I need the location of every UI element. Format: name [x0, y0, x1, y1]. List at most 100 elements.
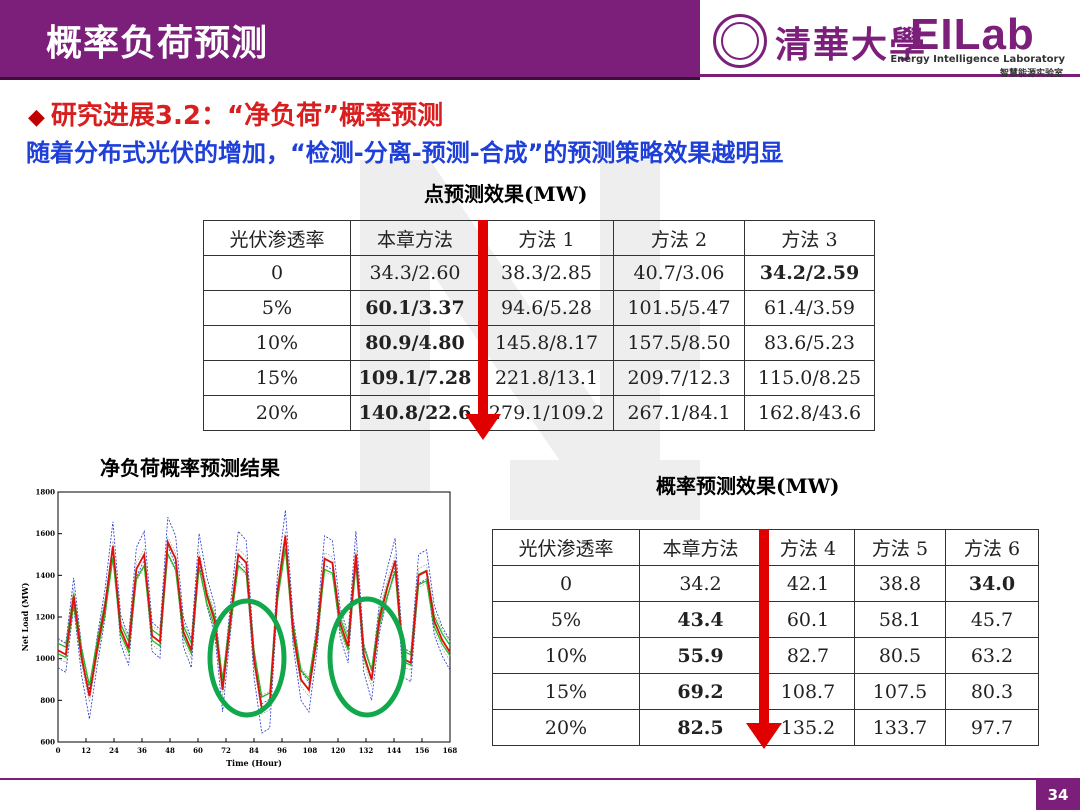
subheading: 随着分布式光伏的增加，“检测-分离-预测-合成”的预测策略效果越明显 [26, 139, 784, 167]
table-cell: 94.6/5.28 [479, 290, 614, 326]
table-row: 0 34.3/2.60 38.3/2.85 40.7/3.06 34.2/2.5… [203, 255, 875, 291]
actual-net-load-line [57, 535, 451, 711]
lab-english-name: Energy Intelligence Laboratory [890, 54, 1065, 65]
y-tick-label: 800 [40, 696, 55, 705]
table-cell: 140.8/22.6 [350, 395, 480, 431]
x-tick-label: 24 [109, 746, 119, 755]
table-cell: 133.7 [854, 709, 946, 746]
table-cell: 60.1/3.37 [350, 290, 480, 326]
table-row: 15% 69.2 108.7 107.5 80.3 [492, 673, 1039, 710]
probabilistic-forecast-table: 光伏渗透率 本章方法 方法 4 方法 5 方法 6 0 34.2 42.1 38… [492, 529, 1039, 746]
header-cell: 光伏渗透率 [492, 529, 640, 566]
table-cell: 80.9/4.80 [350, 325, 480, 361]
point-forecast-caption: 点预测效果(MW) [424, 182, 588, 206]
x-tick-label: 0 [56, 746, 61, 755]
x-tick-label: 72 [221, 746, 231, 755]
page-title: 概率负荷预测 [46, 23, 269, 64]
x-tick-label: 96 [277, 746, 287, 755]
lab-chinese-name: 智慧能源实验室 [999, 69, 1063, 79]
header-cell: 光伏渗透率 [203, 220, 351, 256]
table-cell: 162.8/43.6 [744, 395, 875, 431]
x-tick-label: 48 [165, 746, 175, 755]
table-row: 20% 82.5 135.2 133.7 97.7 [492, 709, 1039, 746]
table-cell: 0 [203, 255, 351, 291]
table-cell: 15% [492, 673, 640, 710]
x-tick-label: 108 [303, 746, 318, 755]
table-cell: 45.7 [945, 601, 1039, 638]
table-cell: 10% [492, 637, 640, 674]
table-cell: 82.7 [761, 637, 855, 674]
table-cell: 5% [203, 290, 351, 326]
table-row: 0 34.2 42.1 38.8 34.0 [492, 565, 1039, 602]
header-cell: 方法 4 [761, 529, 855, 566]
header-cell: 方法 6 [945, 529, 1039, 566]
net-load-chart: 0 12 24 36 48 60 72 84 96 108 120 132 144 156 168 600 80… [20, 488, 458, 769]
x-tick-label: 36 [137, 746, 147, 755]
table-cell: 34.0 [945, 565, 1039, 602]
table-cell: 83.6/5.23 [744, 325, 875, 361]
y-tick-label: 1400 [36, 571, 56, 580]
table-cell: 10% [203, 325, 351, 361]
x-tick-label: 168 [443, 746, 458, 755]
down-arrow-icon [465, 220, 501, 440]
x-tick-label: 120 [331, 746, 346, 755]
page-number: 34 [1036, 780, 1080, 810]
highlight-circle [207, 598, 287, 718]
table-cell: 80.5 [854, 637, 946, 674]
y-tick-label: 600 [40, 738, 55, 747]
section-heading-text: 研究进展3.2：“净负荷”概率预测 [50, 101, 444, 131]
point-forecast-table: 光伏渗透率 本章方法 方法 1 方法 2 方法 3 0 34.3/2.60 38… [203, 220, 875, 431]
table-row: 10% 55.9 82.7 80.5 63.2 [492, 637, 1039, 674]
table-cell: 40.7/3.06 [613, 255, 745, 291]
chart-caption: 净负荷概率预测结果 [100, 456, 280, 480]
table-cell: 34.3/2.60 [350, 255, 480, 291]
x-tick-label: 144 [387, 746, 402, 755]
x-tick-label: 132 [359, 746, 374, 755]
table-cell: 97.7 [945, 709, 1039, 746]
table-cell: 15% [203, 360, 351, 396]
table-cell: 279.1/109.2 [479, 395, 614, 431]
diamond-bullet-icon: ◆ [28, 105, 45, 130]
y-tick-label: 1800 [36, 488, 56, 497]
header-cell: 方法 5 [854, 529, 946, 566]
y-axis-label: Net Load (MW) [20, 582, 30, 651]
table-header-row: 光伏渗透率 本章方法 方法 4 方法 5 方法 6 [492, 529, 1039, 566]
header-cell: 方法 2 [613, 220, 745, 256]
table-cell: 5% [492, 601, 640, 638]
table-cell: 80.3 [945, 673, 1039, 710]
table-cell: 20% [203, 395, 351, 431]
title-bar: 概率负荷预测 [0, 0, 700, 80]
table-cell: 38.8 [854, 565, 946, 602]
x-tick-label: 156 [415, 746, 430, 755]
table-header-row: 光伏渗透率 本章方法 方法 1 方法 2 方法 3 [203, 220, 875, 256]
table-row: 5% 60.1/3.37 94.6/5.28 101.5/5.47 61.4/3… [203, 290, 875, 326]
lab-logo: EILab [910, 10, 1035, 59]
x-tick-label: 60 [193, 746, 203, 755]
table-cell: 209.7/12.3 [613, 360, 745, 396]
logo-area: 清華大學 EILab Energy Intelligence Laborator… [705, 8, 1075, 79]
table-cell: 267.1/84.1 [613, 395, 745, 431]
table-cell: 34.2/2.59 [744, 255, 875, 291]
table-cell: 34.2 [639, 565, 762, 602]
down-arrow-icon [746, 529, 782, 749]
table-row: 5% 43.4 60.1 58.1 45.7 [492, 601, 1039, 638]
header-cell: 方法 3 [744, 220, 875, 256]
table-cell: 63.2 [945, 637, 1039, 674]
table-row: 15% 109.1/7.28 221.8/13.1 209.7/12.3 115… [203, 360, 875, 396]
table-cell: 20% [492, 709, 640, 746]
y-tick-label: 1600 [36, 529, 56, 538]
header-cell: 本章方法 [350, 220, 480, 256]
section-heading: ◆ 研究进展3.2：“净负荷”概率预测 [28, 95, 443, 132]
university-logo-text: 清華大學 [775, 24, 928, 66]
table-row: 20% 140.8/22.6 279.1/109.2 267.1/84.1 16… [203, 395, 875, 431]
footer-line [0, 778, 1080, 780]
header-cell: 本章方法 [639, 529, 762, 566]
header-cell: 方法 1 [479, 220, 614, 256]
table-cell: 82.5 [639, 709, 762, 746]
title-underline [700, 74, 1080, 77]
table-cell: 157.5/8.50 [613, 325, 745, 361]
table-cell: 60.1 [761, 601, 855, 638]
y-tick-label: 1200 [36, 613, 56, 622]
probabilistic-forecast-caption: 概率预测效果(MW) [656, 474, 840, 498]
upper-quantile-line [57, 510, 451, 705]
